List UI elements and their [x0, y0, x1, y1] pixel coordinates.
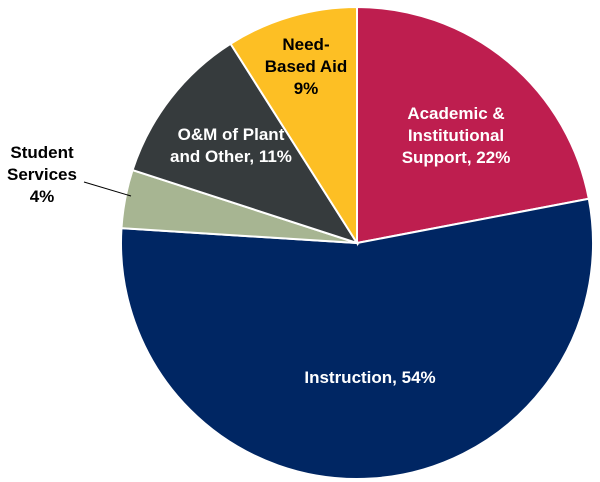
pie-label-line: Instruction, 54% — [304, 368, 435, 387]
pie-label-om-of-plant-and-other: O&M of Plant and Other, 11% — [170, 125, 292, 166]
student-services-leader-line — [83, 181, 132, 197]
pie-label-student-services: Student Services 4% — [7, 143, 77, 206]
pie-slice-need-based-aid — [229, 5, 358, 247]
pie-label-line: Support, 22% — [402, 148, 511, 167]
pie-label-line: 4% — [30, 187, 55, 206]
pie-label-line: and Other, 11% — [170, 147, 292, 166]
pie-label-line: Academic & — [407, 104, 504, 123]
pie-label-line: Need- — [282, 35, 329, 54]
pie-label-academic-institutional-support: Academic & Institutional Support, 22% — [402, 104, 511, 167]
pie-label-instruction: Instruction, 54% — [304, 368, 435, 387]
pie-labels: Academic & Institutional Support, 22% Instr… — [7, 35, 510, 387]
pie-label-line: Services — [7, 165, 77, 184]
pie-slices — [120, 5, 594, 480]
pie-label-line: O&M of Plant — [178, 125, 285, 144]
pie-slice-om-of-plant-and-other — [131, 42, 360, 245]
pie-label-line: Based Aid — [265, 57, 348, 76]
pie-label-line: Student — [10, 143, 74, 162]
pie-label-line: Institutional — [408, 126, 504, 145]
pie-slice-academic-institutional-support — [356, 5, 590, 245]
pie-slice-instruction — [120, 197, 594, 480]
pie-label-line: 9% — [294, 79, 319, 98]
pie-label-need-based-aid: Need- Based Aid 9% — [265, 35, 348, 98]
